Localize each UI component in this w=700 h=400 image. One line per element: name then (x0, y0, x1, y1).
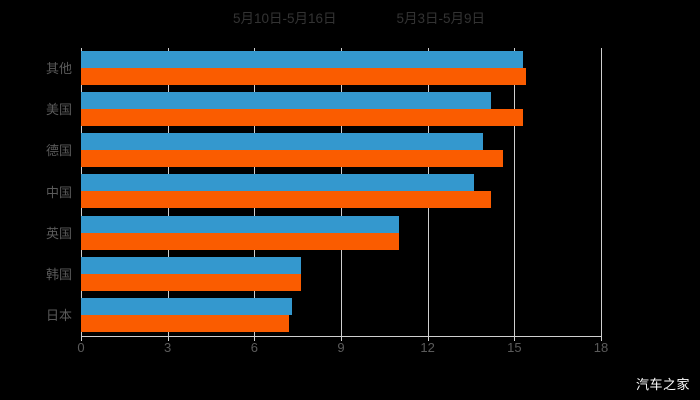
bar-group (81, 254, 601, 295)
bar[interactable] (81, 191, 492, 209)
bar[interactable] (81, 314, 289, 332)
bar[interactable] (81, 215, 399, 233)
x-axis-label: 6 (250, 340, 258, 355)
bar[interactable] (81, 174, 474, 192)
bar[interactable] (81, 92, 492, 110)
x-axis-tick-labels: 0 3 6 9 12 15 18 (0, 341, 700, 361)
x-axis-label: 0 (77, 340, 85, 355)
bar-group (81, 213, 601, 254)
watermark: 汽车之家 (635, 377, 690, 392)
x-axis-label: 15 (507, 340, 522, 355)
bar[interactable] (81, 232, 399, 250)
legend-label-series-0: 5月10日-5月16日 (232, 11, 337, 27)
bar-group (81, 130, 601, 171)
bar-group (81, 295, 601, 336)
bar[interactable] (81, 51, 523, 68)
y-axis-label: 美国 (45, 102, 72, 118)
y-axis-label: 英国 (45, 225, 72, 241)
x-axis-tick (341, 336, 342, 341)
bar[interactable] (81, 109, 523, 127)
bar-group (81, 48, 601, 89)
x-axis-label: 12 (420, 340, 435, 355)
bar[interactable] (81, 133, 483, 151)
legend-label-series-1: 5月3日-5月9日 (396, 11, 486, 27)
legend-marker-circle-icon (215, 14, 226, 25)
x-axis-tick (601, 336, 602, 341)
gridline (601, 48, 602, 336)
x-axis-label: 9 (337, 340, 345, 355)
bar[interactable] (81, 297, 292, 315)
y-axis-label: 日本 (45, 307, 72, 323)
x-axis-label: 3 (164, 340, 172, 355)
bar[interactable] (81, 256, 301, 274)
plot-area (81, 48, 602, 336)
legend-item-series-0[interactable]: 5月10日-5月16日 (215, 12, 337, 26)
bar[interactable] (81, 68, 526, 85)
bar[interactable] (81, 273, 301, 291)
bar[interactable] (81, 150, 503, 168)
bar-groups (81, 48, 601, 336)
y-axis-label: 其他 (45, 61, 72, 77)
legend-item-series-1[interactable]: 5月3日-5月9日 (379, 12, 486, 26)
bar-group (81, 89, 601, 130)
x-axis-tick (167, 336, 169, 341)
chart-legend: 5月10日-5月16日 5月3日-5月9日 (0, 6, 700, 32)
y-axis-label: 中国 (45, 184, 72, 200)
legend-marker-square-icon (379, 14, 390, 25)
x-axis-tick (254, 336, 256, 341)
x-axis-tick (514, 336, 516, 341)
y-axis-label: 德国 (45, 143, 72, 159)
bar-group (81, 171, 601, 212)
y-axis-label: 韩国 (45, 266, 72, 282)
x-axis-label: 18 (593, 340, 609, 355)
y-axis-category-labels: 其他美国德国中国英国韩国日本 (0, 48, 81, 336)
x-axis-tick (81, 336, 82, 341)
x-axis-tick (427, 336, 429, 341)
